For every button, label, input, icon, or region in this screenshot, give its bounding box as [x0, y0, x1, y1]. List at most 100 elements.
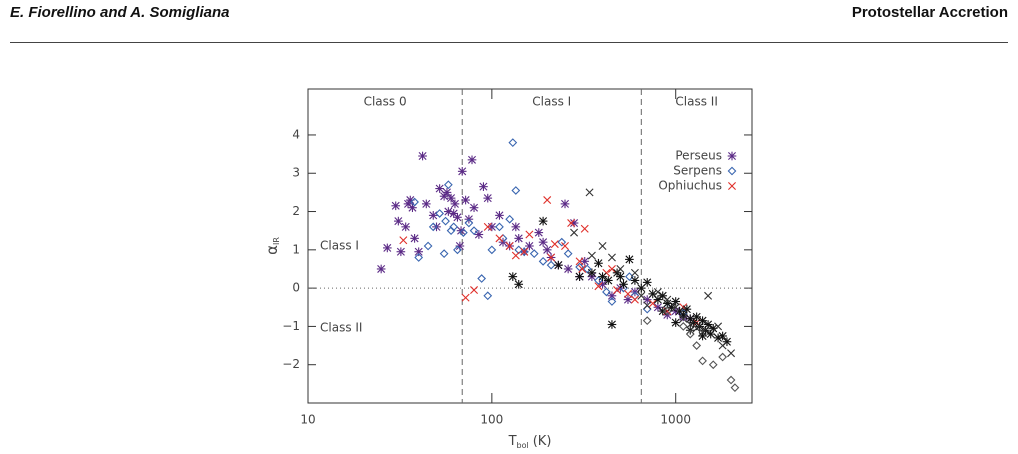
data-point — [607, 264, 616, 273]
marker-stroke — [692, 324, 701, 333]
data-point — [457, 167, 467, 176]
data-point — [508, 138, 518, 147]
marker-stroke — [399, 236, 408, 245]
data-point — [630, 295, 639, 304]
data-point — [698, 331, 707, 341]
data-point — [671, 303, 680, 312]
marker-stroke — [663, 295, 672, 304]
marker-stroke — [671, 303, 680, 312]
data-point — [718, 341, 727, 350]
y-axis-label: αIR — [263, 237, 281, 255]
marker-stroke — [607, 264, 616, 273]
data-point — [474, 230, 484, 239]
marker-shape — [439, 249, 449, 259]
marker-stroke — [585, 188, 594, 197]
data-point — [598, 242, 607, 250]
marker-stroke — [643, 301, 652, 310]
data-point — [575, 272, 584, 281]
data-point — [727, 349, 736, 358]
marker-stroke — [727, 349, 736, 358]
marker-shape — [678, 322, 688, 331]
data-point — [607, 253, 616, 262]
marker-shape — [594, 276, 603, 285]
data-point — [428, 211, 438, 220]
marker-shape — [428, 222, 438, 232]
data-point — [483, 193, 493, 203]
data-point — [637, 291, 646, 300]
y-tick-label: 3 — [292, 166, 300, 180]
data-point — [547, 253, 556, 262]
data-point — [495, 222, 504, 232]
marker-shape — [718, 352, 728, 362]
data-point — [487, 245, 497, 255]
marker-shape — [529, 249, 539, 259]
data-point — [554, 260, 563, 270]
data-point — [477, 274, 487, 283]
marker-shape — [692, 341, 702, 350]
data-point — [623, 295, 633, 304]
region-label: Class II — [320, 321, 362, 335]
marker-stroke — [714, 322, 723, 331]
data-point — [469, 203, 479, 213]
marker-shape — [443, 180, 453, 190]
y-axis-label-main: α — [263, 245, 281, 255]
data-point — [446, 193, 456, 203]
region-label: Class I — [320, 239, 359, 253]
data-point — [441, 216, 450, 226]
data-point — [542, 245, 552, 255]
marker-shape — [477, 274, 487, 283]
marker-stroke — [525, 230, 534, 239]
data-point — [575, 257, 584, 266]
data-point — [587, 251, 596, 260]
data-point — [653, 295, 663, 304]
marker-stroke — [630, 295, 639, 304]
marker-stroke — [718, 341, 727, 350]
data-point — [538, 216, 548, 226]
data-point — [653, 287, 662, 296]
data-point — [508, 272, 518, 281]
data-point — [382, 243, 392, 253]
data-point — [435, 209, 445, 218]
data-point — [538, 237, 548, 247]
data-point — [421, 199, 431, 209]
data-point — [682, 304, 692, 314]
data-point — [453, 245, 462, 255]
data-point — [575, 262, 584, 272]
data-point — [470, 286, 479, 295]
data-point — [534, 228, 544, 237]
marker-stroke — [587, 251, 596, 260]
data-point — [704, 291, 713, 300]
marker-stroke — [637, 291, 646, 300]
data-point — [514, 234, 524, 243]
data-point — [514, 279, 524, 289]
marker-shape — [487, 245, 497, 255]
legend-marker — [728, 182, 736, 190]
marker-shape — [730, 383, 740, 393]
data-point — [625, 255, 634, 264]
data-point — [442, 188, 452, 197]
data-point — [580, 256, 590, 266]
data-point — [401, 222, 411, 232]
data-point — [578, 264, 587, 273]
marker-shape — [563, 249, 573, 259]
data-point — [648, 299, 657, 308]
region-label: Class 0 — [364, 95, 407, 109]
data-point — [469, 226, 479, 236]
data-point — [671, 318, 681, 327]
marker-stroke — [630, 268, 639, 277]
data-point — [607, 297, 617, 306]
data-point — [443, 180, 453, 190]
data-point — [414, 247, 424, 257]
marker-shape — [726, 375, 736, 385]
marker-shape — [508, 138, 518, 147]
data-point — [519, 247, 529, 257]
header-title: Protostellar Accretion — [851, 4, 1008, 21]
data-point — [418, 151, 427, 161]
data-point — [479, 182, 488, 191]
data-point — [642, 316, 652, 326]
legend-marker — [727, 151, 737, 161]
data-point — [698, 328, 707, 337]
y-axis-label-sub: IR — [272, 237, 281, 245]
y-tick-label: 0 — [292, 281, 300, 295]
